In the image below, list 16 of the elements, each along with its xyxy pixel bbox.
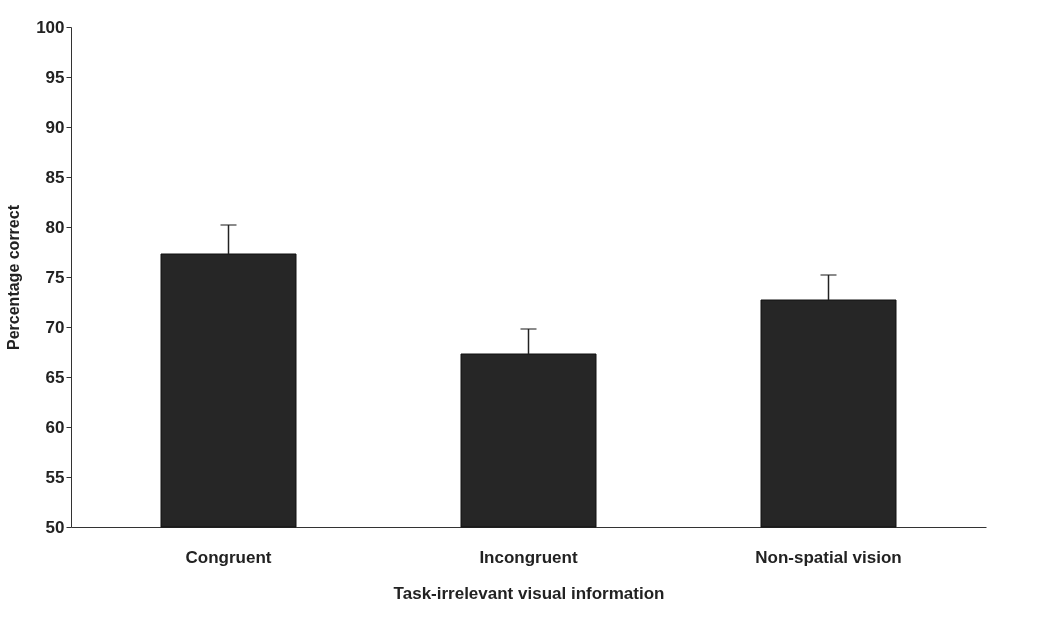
x-axis-title: Task-irrelevant visual information [393,583,665,603]
y-tick-label: 80 [45,217,65,237]
y-tick-label: 90 [45,117,65,137]
x-tick-label: Congruent [185,547,272,567]
x-tick-label: Incongruent [479,547,578,567]
y-tick-label: 85 [45,167,65,187]
y-tick-label: 60 [45,417,65,437]
y-tick-label: 75 [45,267,65,287]
y-tick-label: 65 [45,367,65,387]
y-tick-label: 55 [45,467,65,487]
y-tick-label: 95 [45,67,65,87]
y-tick-label: 50 [45,517,65,537]
y-tick-label: 100 [36,17,65,37]
y-tick-label: 70 [45,317,65,337]
y-axis-title: Percentage correct [5,204,23,350]
x-tick-label: Non-spatial vision [755,547,902,567]
